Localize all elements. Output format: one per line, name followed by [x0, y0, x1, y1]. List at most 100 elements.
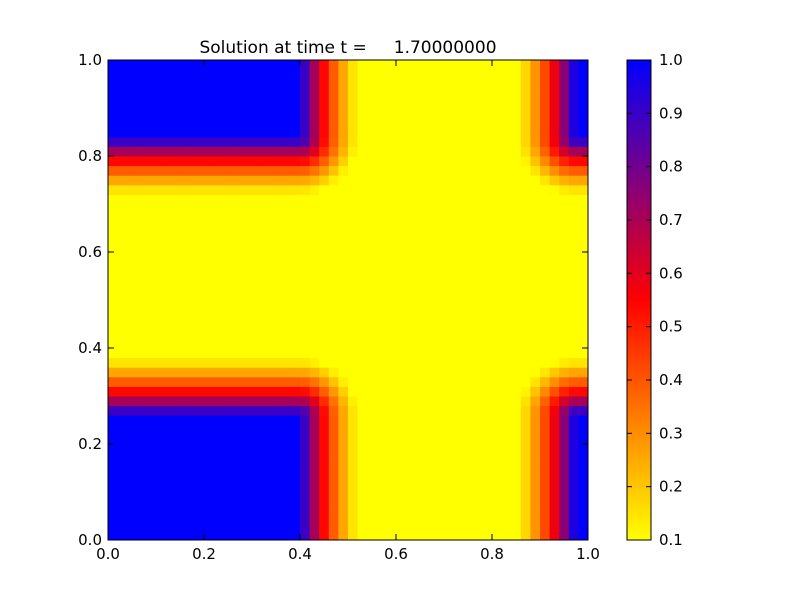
heatmap-cell: [482, 108, 493, 119]
heatmap-cell: [108, 472, 119, 483]
heatmap-cell: [472, 328, 483, 339]
heatmap-cell: [328, 338, 339, 349]
heatmap-cell: [559, 280, 570, 291]
heatmap-cell: [319, 472, 330, 483]
heatmap-cell: [204, 501, 215, 512]
heatmap-cell: [300, 501, 311, 512]
heatmap-cell: [194, 108, 205, 119]
heatmap-cell: [271, 213, 282, 224]
heatmap-cell: [117, 328, 128, 339]
heatmap-cell: [357, 405, 368, 416]
heatmap-cell: [463, 223, 474, 234]
heatmap-cell: [309, 511, 320, 522]
heatmap-cell: [444, 396, 455, 407]
heatmap-cell: [319, 184, 330, 195]
heatmap-cell: [280, 357, 291, 368]
heatmap-cell: [453, 492, 464, 503]
heatmap-cell: [175, 357, 186, 368]
heatmap-cell: [175, 463, 186, 474]
heatmap-cell: [242, 482, 253, 493]
heatmap-cell: [540, 530, 551, 541]
heatmap-cell: [108, 376, 119, 387]
heatmap-cell: [184, 98, 195, 109]
colorbar-ticks: 0.10.20.30.40.50.60.70.80.91.0: [627, 51, 683, 549]
heatmap-cell: [540, 232, 551, 243]
heatmap-cell: [463, 530, 474, 541]
heatmap-cell: [444, 472, 455, 483]
heatmap-cell: [117, 492, 128, 503]
heatmap-cell: [482, 60, 493, 71]
heatmap-cell: [136, 386, 147, 397]
heatmap-cell: [578, 415, 589, 426]
heatmap-cell: [367, 271, 378, 282]
heatmap-cell: [405, 136, 416, 147]
heatmap-cell: [319, 520, 330, 531]
heatmap-cell: [261, 69, 272, 80]
heatmap-cell: [472, 472, 483, 483]
heatmap-cell: [357, 472, 368, 483]
heatmap-cell: [549, 280, 560, 291]
heatmap-cell: [559, 156, 570, 167]
heatmap-cell: [252, 194, 263, 205]
heatmap-cell: [290, 492, 301, 503]
heatmap-cell: [386, 165, 397, 176]
heatmap-cell: [280, 204, 291, 215]
heatmap-cell: [511, 405, 522, 416]
heatmap-cell: [290, 223, 301, 234]
heatmap-cell: [424, 146, 435, 157]
heatmap-cell: [136, 434, 147, 445]
heatmap-cell: [559, 290, 570, 301]
heatmap-cell: [127, 98, 138, 109]
heatmap-cell: [271, 453, 282, 464]
heatmap-cell: [376, 60, 387, 71]
heatmap-cell: [549, 69, 560, 80]
heatmap-cell: [520, 98, 531, 109]
heatmap-cell: [319, 501, 330, 512]
heatmap-cell: [367, 434, 378, 445]
heatmap-cell: [108, 127, 119, 138]
heatmap-cell: [540, 213, 551, 224]
heatmap-cell: [300, 453, 311, 464]
heatmap-cell: [261, 434, 272, 445]
heatmap-cell: [492, 472, 503, 483]
heatmap-cell: [300, 482, 311, 493]
heatmap-cell: [405, 492, 416, 503]
heatmap-cell: [309, 88, 320, 99]
heatmap-cell: [117, 511, 128, 522]
heatmap-cell: [280, 88, 291, 99]
heatmap-cell: [482, 300, 493, 311]
heatmap-cell: [472, 175, 483, 186]
heatmap-cell: [194, 530, 205, 541]
heatmap-cell: [204, 271, 215, 282]
heatmap-cell: [194, 434, 205, 445]
heatmap-cell: [108, 328, 119, 339]
heatmap-cell: [213, 520, 224, 531]
heatmap-cell: [309, 482, 320, 493]
heatmap-cell: [415, 252, 426, 263]
heatmap-cell: [252, 252, 263, 263]
heatmap-cell: [501, 357, 512, 368]
heatmap-cell: [165, 492, 176, 503]
heatmap-cell: [376, 444, 387, 455]
heatmap-cell: [357, 69, 368, 80]
heatmap-cell: [242, 424, 253, 435]
heatmap-cell: [559, 79, 570, 90]
heatmap-cell: [492, 242, 503, 253]
heatmap-cell: [117, 367, 128, 378]
heatmap-cell: [232, 376, 243, 387]
heatmap-cell: [328, 328, 339, 339]
heatmap-cell: [559, 357, 570, 368]
heatmap-cell: [252, 386, 263, 397]
heatmap-cell: [424, 376, 435, 387]
heatmap-cell: [223, 405, 234, 416]
heatmap-cell: [559, 319, 570, 330]
heatmap-cell: [376, 424, 387, 435]
heatmap-cell: [511, 290, 522, 301]
heatmap-cell: [549, 194, 560, 205]
heatmap-cell: [405, 232, 416, 243]
heatmap-cell: [213, 271, 224, 282]
heatmap-cell: [492, 501, 503, 512]
colorbar-tick-label: 0.6: [659, 264, 683, 282]
heatmap-cell: [415, 261, 426, 272]
heatmap-cell: [463, 424, 474, 435]
